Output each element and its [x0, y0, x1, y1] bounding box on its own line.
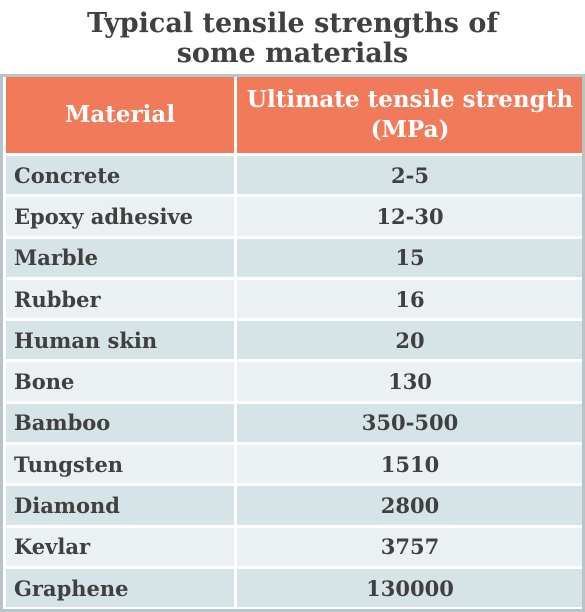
material-cell: Bone — [3, 359, 237, 404]
tensile-strength-table: Material Ultimate tensile strength (MPa)… — [3, 74, 585, 611]
strength-cell: 16 — [234, 276, 585, 322]
table-row: Human skin 20 — [3, 318, 585, 363]
table-row: Graphene 130000 — [3, 565, 585, 611]
table-row: Epoxy adhesive 12-30 — [3, 194, 585, 239]
column-header-strength-line-2: (MPa) — [370, 116, 450, 143]
strength-cell: 2800 — [234, 483, 585, 528]
strength-cell: 350-500 — [234, 400, 585, 446]
table-row: Bamboo 350-500 — [3, 400, 585, 446]
table-row: Concrete 2-5 — [3, 152, 585, 198]
strength-cell: 12-30 — [234, 194, 585, 239]
material-cell: Concrete — [3, 152, 237, 198]
page-title: Typical tensile strengths of some materi… — [0, 0, 585, 74]
strength-cell: 130 — [234, 359, 585, 404]
table-row: Tungsten 1510 — [3, 442, 585, 487]
column-header-strength-line-1: Ultimate tensile strength — [246, 86, 574, 113]
strength-cell: 2-5 — [234, 152, 585, 198]
table-row: Rubber 16 — [3, 276, 585, 322]
material-cell: Kevlar — [3, 524, 237, 569]
title-line-1: Typical tensile strengths of — [86, 8, 499, 39]
material-cell: Marble — [3, 235, 237, 280]
table-header-row: Material Ultimate tensile strength (MPa) — [3, 74, 585, 156]
strength-cell: 1510 — [234, 442, 585, 487]
title-line-2: some materials — [176, 38, 409, 69]
material-cell: Bamboo — [3, 400, 237, 446]
material-cell: Diamond — [3, 483, 237, 528]
material-cell: Tungsten — [3, 442, 237, 487]
strength-cell: 20 — [234, 318, 585, 363]
table-row: Bone 130 — [3, 359, 585, 404]
material-cell: Graphene — [3, 565, 237, 611]
table-row: Marble 15 — [3, 235, 585, 280]
column-header-strength: Ultimate tensile strength (MPa) — [234, 74, 585, 156]
table-row: Kevlar 3757 — [3, 524, 585, 569]
strength-cell: 3757 — [234, 524, 585, 569]
strength-cell: 130000 — [234, 565, 585, 611]
strength-cell: 15 — [234, 235, 585, 280]
material-cell: Epoxy adhesive — [3, 194, 237, 239]
material-cell: Rubber — [3, 276, 237, 322]
column-header-material: Material — [3, 74, 237, 156]
material-cell: Human skin — [3, 318, 237, 363]
table-row: Diamond 2800 — [3, 483, 585, 528]
